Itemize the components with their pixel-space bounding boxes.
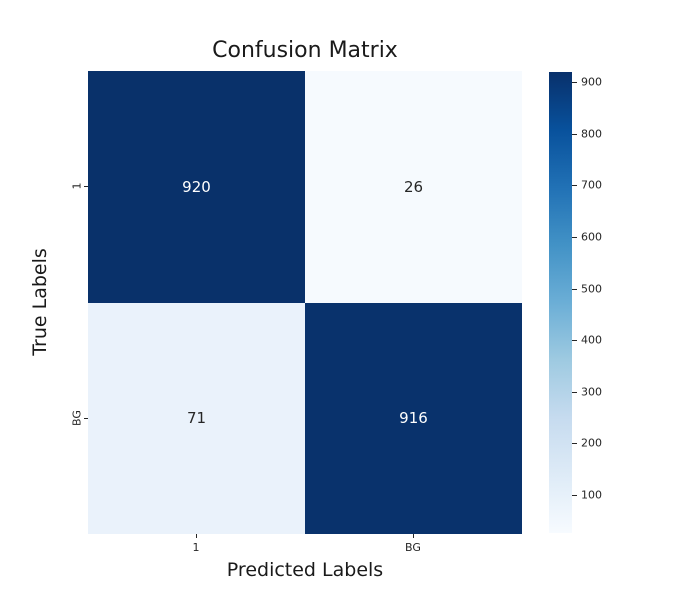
cell-annotation: 920 <box>182 177 211 196</box>
colorbar-tick-mark-400 <box>572 340 577 342</box>
colorbar-tick-label-500: 500 <box>581 282 602 296</box>
chart-title: Confusion Matrix <box>212 38 398 63</box>
colorbar-tick-mark-900 <box>572 82 577 84</box>
colorbar-tick-mark-500 <box>572 288 577 290</box>
colorbar-gradient <box>549 72 572 533</box>
colorbar-tick-label-800: 800 <box>581 127 602 141</box>
heatmap-cell-r0c1: 26 <box>305 71 522 303</box>
colorbar-tick-mark-200 <box>572 443 577 445</box>
x-axis-label: Predicted Labels <box>226 559 384 581</box>
colorbar-tick-label-600: 600 <box>581 230 602 244</box>
x-tick-mark-bg <box>413 534 414 538</box>
x-tick-mark-1 <box>196 534 197 538</box>
cell-annotation: 71 <box>186 409 207 428</box>
colorbar-tick-label-400: 400 <box>581 333 602 347</box>
heatmap-cell-r1c0: 71 <box>88 302 305 534</box>
y-tick-label-1: 1 <box>70 182 84 190</box>
y-tick-mark-1 <box>84 186 88 187</box>
cell-annotation: 916 <box>399 409 428 428</box>
heatmap-cell-r1c1: 916 <box>305 302 522 534</box>
x-tick-label-1: 1 <box>192 541 200 554</box>
y-axis-label: True Labels <box>29 248 51 356</box>
cell-annotation: 26 <box>403 177 424 196</box>
colorbar-tick-label-300: 300 <box>581 385 602 399</box>
heatmap-cell-r0c0: 920 <box>88 71 305 303</box>
y-tick-label-bg: BG <box>70 410 84 426</box>
colorbar-tick-mark-300 <box>572 391 577 393</box>
colorbar-tick-mark-700 <box>572 185 577 187</box>
colorbar-tick-mark-800 <box>572 133 577 135</box>
colorbar-tick-label-900: 900 <box>581 75 602 89</box>
colorbar-tick-label-700: 700 <box>581 178 602 192</box>
heatmap-grid: 920 26 71 916 <box>88 71 522 534</box>
x-tick-label-bg: BG <box>405 541 421 554</box>
y-tick-mark-bg <box>84 418 88 419</box>
colorbar-tick-label-200: 200 <box>581 436 602 450</box>
colorbar-tick-mark-600 <box>572 237 577 238</box>
colorbar-tick-label-100: 100 <box>581 488 602 502</box>
colorbar-tick-mark-100 <box>572 494 577 496</box>
